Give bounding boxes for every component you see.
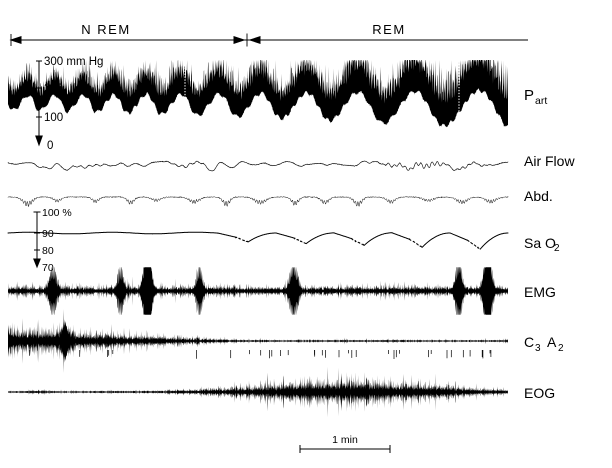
- svg-text:90: 90: [42, 228, 54, 240]
- svg-text:P: P: [524, 87, 534, 104]
- svg-text:300 mm Hg: 300 mm Hg: [44, 56, 103, 68]
- svg-text:100 %: 100 %: [42, 207, 72, 219]
- svg-text:2: 2: [554, 243, 560, 254]
- svg-text:REM: REM: [372, 22, 405, 37]
- svg-text:N REM: N REM: [81, 22, 130, 37]
- svg-text:1 min: 1 min: [332, 434, 358, 446]
- svg-text:80: 80: [42, 245, 54, 257]
- svg-text:2: 2: [558, 343, 564, 354]
- svg-text:art: art: [535, 95, 547, 107]
- svg-text:A: A: [547, 334, 557, 350]
- svg-text:EOG: EOG: [524, 385, 555, 401]
- svg-text:100: 100: [44, 112, 63, 124]
- svg-text:C: C: [524, 334, 534, 350]
- svg-text:200: 200: [44, 83, 63, 95]
- svg-text:Air Flow: Air Flow: [524, 153, 575, 169]
- svg-text:3: 3: [535, 343, 541, 354]
- svg-text:EMG: EMG: [524, 284, 556, 300]
- svg-text:0: 0: [47, 140, 53, 152]
- svg-text:Sa O: Sa O: [524, 235, 556, 251]
- svg-text:Abd.: Abd.: [524, 188, 553, 204]
